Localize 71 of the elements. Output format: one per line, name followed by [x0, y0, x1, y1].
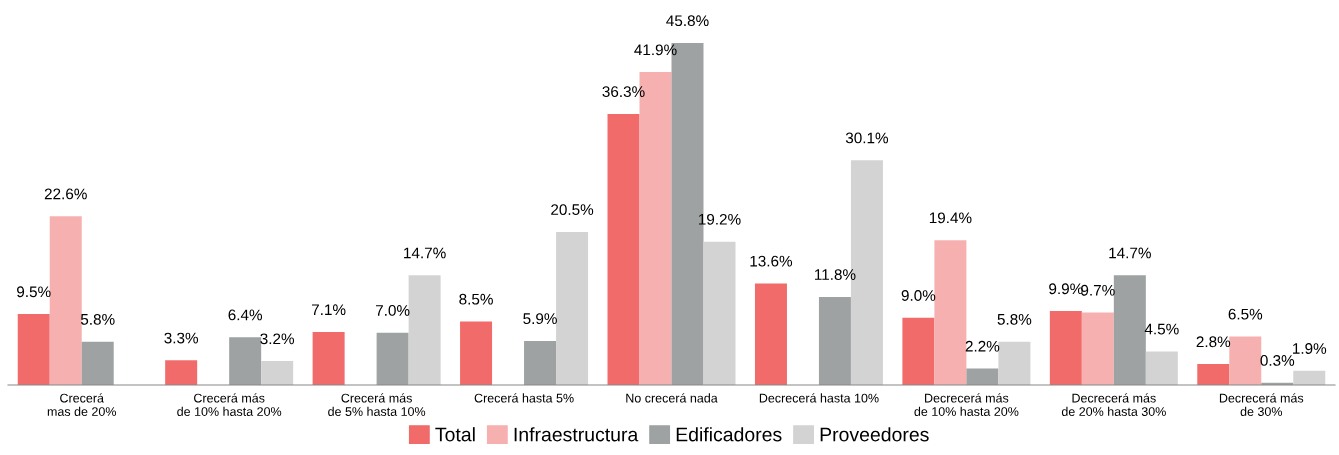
data-label: 9.5%: [17, 286, 51, 298]
x-tick-label: Crecerá más de 10% hasta 20%: [177, 393, 282, 416]
data-label: 9.0%: [901, 290, 936, 301]
data-label: 4.5%: [1144, 323, 1179, 335]
data-label: 20.5%: [551, 204, 594, 216]
data-label: 1.9%: [1293, 343, 1327, 354]
x-tick-label: Crecerá mas de 20%: [47, 393, 117, 416]
data-label: 41.9%: [634, 44, 677, 56]
data-label: 22.6%: [44, 188, 87, 200]
bar: [1145, 351, 1178, 385]
bar: [1081, 312, 1114, 385]
data-label: 11.8%: [815, 269, 856, 280]
bar: [165, 360, 198, 385]
data-label: 9.7%: [1081, 284, 1115, 296]
bar: [1197, 364, 1230, 385]
data-label: 7.0%: [375, 305, 410, 316]
x-tick-label: Decrecerá hasta 10%: [759, 393, 879, 403]
data-label: 13.6%: [750, 255, 793, 267]
data-label: 8.5%: [459, 293, 493, 305]
data-label: 36.3%: [602, 86, 645, 98]
data-label: 14.7%: [404, 247, 446, 259]
bar: [966, 368, 999, 385]
bar: [1293, 370, 1326, 385]
data-label: 5.8%: [80, 313, 115, 325]
bar: [1113, 275, 1146, 385]
data-label: 7.1%: [311, 304, 346, 316]
x-tick-label: Decrecerá más de 30%: [1219, 393, 1304, 416]
legend-label: Edificadores: [676, 427, 782, 442]
bar: [556, 231, 589, 385]
data-label: 3.3%: [164, 332, 199, 344]
data-label: 45.8%: [666, 15, 709, 27]
bar: [17, 314, 50, 385]
bar: [460, 321, 493, 385]
bar: [524, 340, 557, 385]
legend-label: Proveedores: [820, 427, 929, 442]
data-label: 3.2%: [260, 333, 295, 345]
data-label: 2.2%: [965, 340, 1000, 352]
data-label: 0.3%: [1260, 355, 1295, 366]
bar: [376, 332, 409, 385]
data-label: 14.7%: [1109, 247, 1151, 259]
bar: [229, 337, 262, 385]
legend-label: Infraestructura: [514, 427, 639, 442]
x-tick-label: Decrecerá más de 10% hasta 20%: [914, 393, 1019, 416]
bar: [312, 331, 345, 385]
data-label: 6.5%: [1228, 308, 1263, 320]
data-label: 5.8%: [997, 313, 1032, 325]
data-label: 19.4%: [929, 212, 972, 224]
bar: [818, 296, 851, 385]
bar: [998, 341, 1031, 385]
bar: [408, 275, 441, 385]
x-tick-label: No crecerá nada: [626, 393, 718, 403]
x-tick-label: Decrecerá más de 20% hasta 30%: [1061, 393, 1166, 416]
data-label: 2.8%: [1196, 336, 1231, 348]
bar: [1229, 336, 1262, 385]
data-label: 9.9%: [1049, 283, 1083, 295]
data-label: 5.9%: [523, 313, 557, 325]
data-label: 30.1%: [845, 132, 889, 144]
x-tick-label: Crecerá hasta 5%: [474, 393, 574, 403]
legend-label: Total: [435, 427, 475, 442]
bar: [1049, 311, 1082, 385]
bar: [49, 216, 82, 385]
bar: [607, 113, 640, 385]
bar: [703, 241, 736, 385]
x-tick-label: Crecerá más de 5% hasta 10%: [328, 393, 426, 416]
bar: [754, 283, 787, 385]
data-label: 19.2%: [699, 213, 741, 225]
bar: [902, 317, 935, 385]
bar: [81, 341, 114, 385]
data-label: 6.4%: [228, 309, 263, 321]
bar: [261, 361, 294, 385]
bar: [934, 240, 967, 385]
